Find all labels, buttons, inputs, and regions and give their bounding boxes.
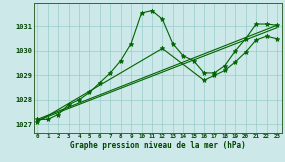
X-axis label: Graphe pression niveau de la mer (hPa): Graphe pression niveau de la mer (hPa) <box>70 141 246 150</box>
